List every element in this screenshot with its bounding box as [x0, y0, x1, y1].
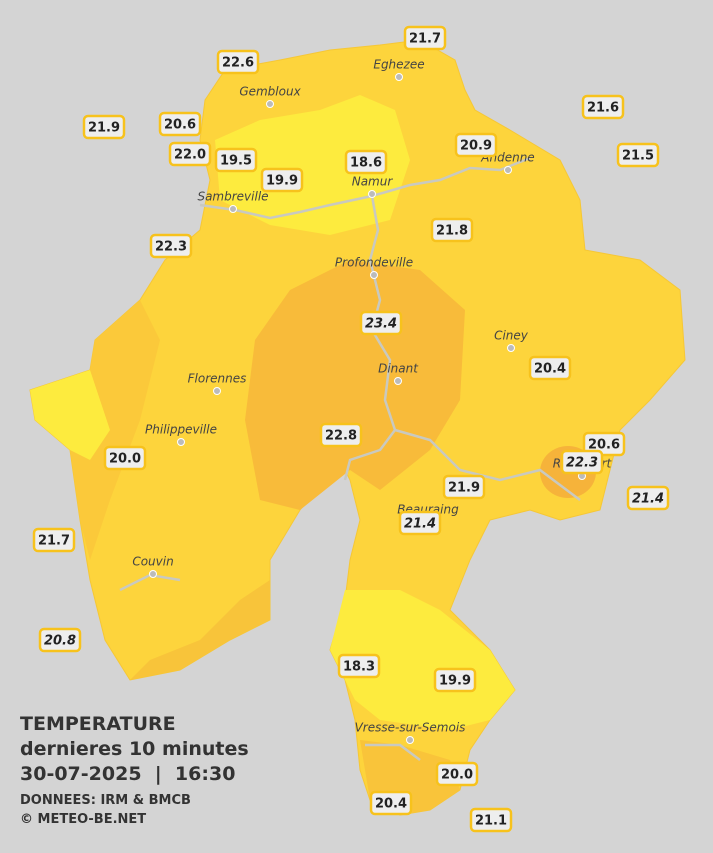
station-value: 21.9 [448, 481, 480, 496]
town-dot [504, 166, 512, 174]
river-semois [365, 743, 421, 761]
header: TEMPERATURE dernieres 10 minutes 30-07-2… [20, 713, 249, 827]
station-value: 21.7 [409, 32, 441, 47]
town-label: Vresse-sur-Semois [355, 721, 466, 735]
station-box [32, 527, 76, 553]
river-meuse [343, 195, 397, 481]
town-label: Dinant [378, 362, 419, 376]
station-box [442, 474, 486, 500]
station-value: 20.4 [534, 362, 566, 377]
station-box [616, 142, 660, 168]
town-label: Gembloux [239, 85, 301, 99]
station-value: 20.6 [588, 438, 620, 453]
subtitle: dernieres 10 minutes [20, 738, 249, 760]
station-value: 21.5 [622, 149, 654, 164]
station-value: 22.8 [325, 429, 357, 444]
station-box [359, 310, 403, 336]
station-box [38, 627, 82, 653]
station-value: 20.4 [375, 797, 407, 812]
station-value: 19.5 [220, 154, 252, 169]
town-dot [395, 73, 403, 81]
source: DONNEES: IRM & BMCB [20, 793, 191, 808]
station-box [344, 149, 388, 175]
station-value: 22.3 [155, 240, 187, 255]
station-box [82, 114, 126, 140]
station-value: 20.0 [441, 768, 473, 783]
station-value: 21.4 [632, 492, 664, 507]
town-dot [394, 377, 402, 385]
town-label: Profondeville [335, 256, 413, 270]
town-label: Philippeville [145, 423, 217, 437]
town-dot [149, 570, 157, 578]
cool-zone-west [30, 370, 110, 460]
station-box [319, 422, 363, 448]
station-value: 21.9 [88, 121, 120, 136]
station-value: 21.6 [587, 101, 619, 116]
station-value: 21.4 [404, 517, 436, 532]
town-dot [177, 438, 185, 446]
title: TEMPERATURE [20, 713, 176, 735]
town-dot [229, 205, 237, 213]
station-box [582, 431, 626, 457]
cool-zone-south [330, 590, 515, 730]
warm-zone-southwest [130, 580, 270, 680]
station-value: 20.8 [44, 634, 76, 649]
station-value: 22.3 [566, 456, 598, 471]
station-value: 22.6 [222, 56, 254, 71]
station-box [260, 167, 304, 193]
station-value: 20.9 [460, 139, 492, 154]
town-label: Ciney [494, 329, 529, 343]
station-box [337, 653, 381, 679]
station-box [216, 49, 260, 75]
station-value: 18.6 [350, 156, 382, 171]
cool-zone-north [215, 95, 410, 235]
station-value: 21.8 [436, 224, 468, 239]
station-box [214, 147, 258, 173]
station-box [560, 449, 604, 475]
station-value: 18.3 [343, 660, 375, 675]
station-value: 19.9 [266, 174, 298, 189]
station-value: 20.6 [164, 118, 196, 133]
station-value: 21.1 [475, 814, 507, 829]
town-dot [507, 344, 515, 352]
station-box [398, 510, 442, 536]
town-dot [368, 190, 376, 198]
station-box [168, 141, 212, 167]
station-box [528, 355, 572, 381]
station-box [581, 94, 625, 120]
station-value: 19.9 [439, 674, 471, 689]
copyright: © METEO-BE.NET [20, 812, 146, 827]
datetime: 30-07-2025 | 16:30 [20, 763, 235, 785]
station-box [149, 233, 193, 259]
town-label: Namur [352, 175, 394, 189]
station-value: 23.4 [365, 317, 397, 332]
station-box [403, 25, 447, 51]
town-dot [213, 387, 221, 395]
town-dot [406, 736, 414, 744]
station-box [430, 217, 474, 243]
station-box [369, 790, 413, 816]
town-label: Florennes [188, 372, 247, 386]
warm-zone-center [245, 260, 465, 510]
station-box [158, 111, 202, 137]
station-box [454, 132, 498, 158]
station-box [103, 445, 147, 471]
station-box [435, 761, 479, 787]
town-label: Couvin [132, 555, 173, 569]
station-value: 22.0 [174, 148, 206, 163]
town-label: Sambreville [197, 190, 268, 204]
station-value: 20.0 [109, 452, 141, 467]
town-label: Eghezee [373, 58, 424, 72]
station-box [433, 667, 477, 693]
station-box [469, 807, 513, 833]
town-dot [370, 271, 378, 279]
station-box [626, 485, 670, 511]
station-value: 21.7 [38, 534, 70, 549]
town-dot [266, 100, 274, 108]
